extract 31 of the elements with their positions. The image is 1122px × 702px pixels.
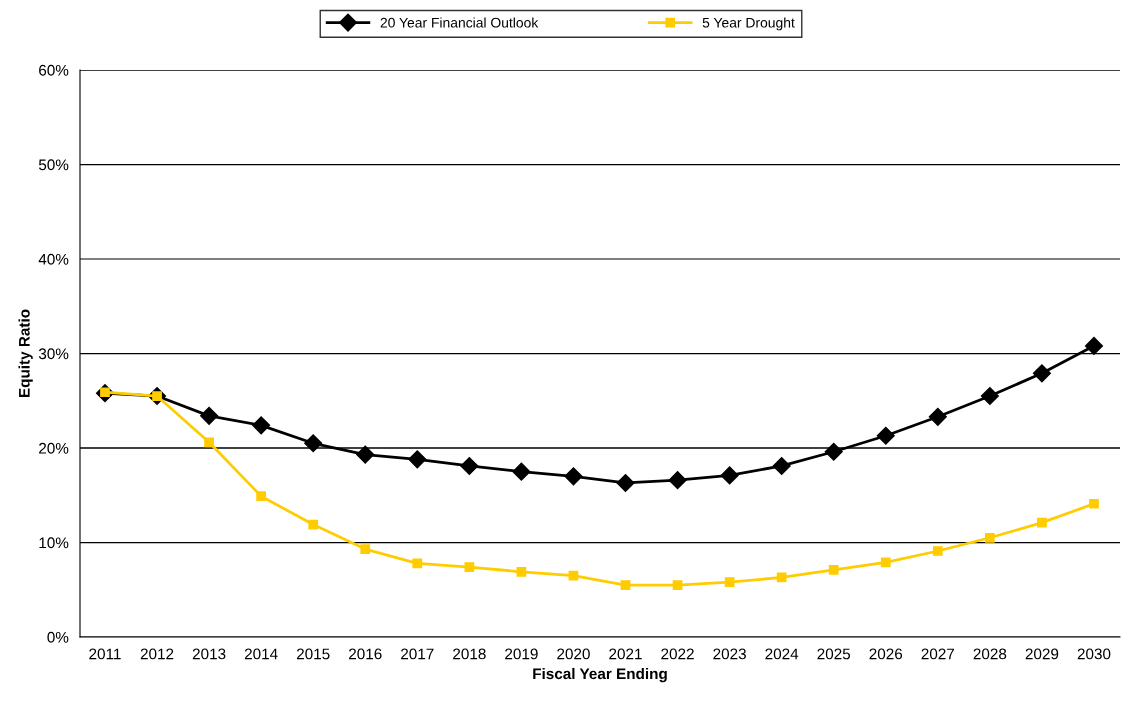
x-tick-label: 2014 bbox=[244, 648, 278, 660]
x-tick-label: 2018 bbox=[453, 648, 486, 660]
x-tick-label: 2020 bbox=[557, 648, 590, 660]
x-tick-label: 2017 bbox=[401, 648, 434, 660]
x-tick-label: 2027 bbox=[921, 648, 955, 660]
x-tick-label: 2030 bbox=[1077, 648, 1111, 660]
x-tick-label: 2015 bbox=[296, 648, 330, 660]
x-tick-label: 2029 bbox=[1025, 648, 1059, 660]
y-tick-label: 10% bbox=[39, 537, 69, 549]
x-tick-label: 2028 bbox=[973, 648, 1007, 660]
y-axis-title: Equity Ratio bbox=[18, 309, 33, 398]
x-tick-label: 2013 bbox=[192, 648, 226, 660]
legend-label: 20 Year Financial Outlook bbox=[380, 17, 539, 28]
y-tick-label: 20% bbox=[39, 442, 69, 454]
x-tick-label: 2019 bbox=[505, 648, 538, 660]
y-tick-label: 30% bbox=[38, 348, 69, 360]
x-tick-label: 2016 bbox=[349, 648, 382, 660]
x-tick-label: 2011 bbox=[89, 648, 121, 660]
y-tick-label: 50% bbox=[38, 159, 69, 171]
x-tick-label: 2012 bbox=[140, 648, 174, 660]
y-tick-label: 60% bbox=[39, 64, 69, 76]
x-tick-label: 2024 bbox=[765, 648, 799, 660]
y-tick-label: 40% bbox=[38, 253, 69, 265]
x-tick-label: 2021 bbox=[609, 648, 642, 660]
x-tick-label: 2025 bbox=[817, 648, 851, 660]
x-tick-label: 2026 bbox=[869, 648, 903, 660]
x-tick-label: 2022 bbox=[661, 648, 694, 660]
x-axis-title: Fiscal Year Ending bbox=[533, 667, 667, 683]
x-tick-label: 2023 bbox=[713, 648, 746, 660]
y-tick-label: 0% bbox=[47, 631, 69, 643]
legend-label: 5 Year Drought bbox=[702, 17, 795, 31]
